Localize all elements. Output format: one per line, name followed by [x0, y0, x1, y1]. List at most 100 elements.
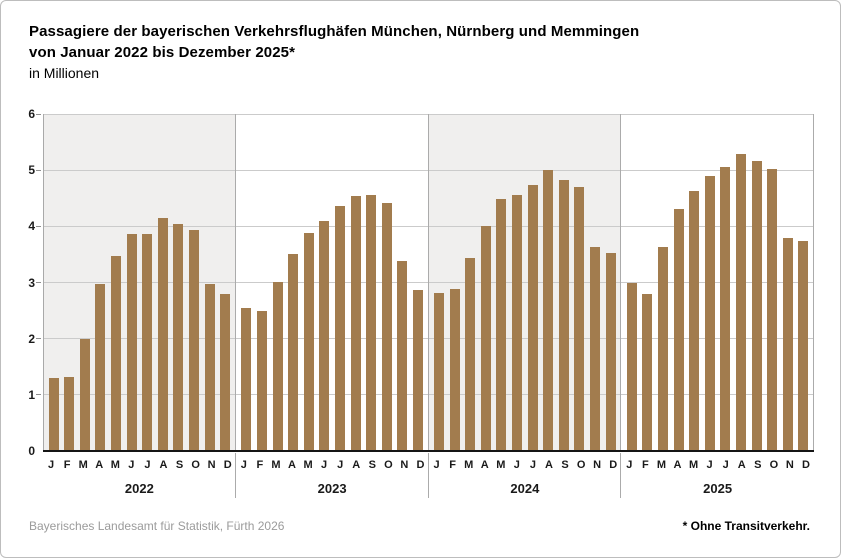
chart-title: Passagiere der bayerischen Verkehrsflugh… — [29, 21, 639, 63]
y-tick-label-2: 2 — [28, 331, 35, 346]
year-label-2025: 2025 — [703, 481, 733, 496]
panel-separator-2 — [428, 114, 429, 451]
bar-2024-A8 — [543, 170, 554, 451]
panel-separator-below-1 — [235, 453, 236, 498]
bar-2024-A4 — [480, 226, 491, 451]
y-tick-label-6: 6 — [28, 107, 35, 121]
month-label-2022-8: A — [159, 459, 168, 471]
bar-group-2025 — [621, 114, 814, 451]
month-label-2023-10: O — [384, 459, 393, 471]
month-label-2025-7: J — [722, 459, 729, 471]
month-label-2023-2: F — [256, 459, 264, 471]
month-label-2022-3: M — [78, 459, 88, 471]
month-label-2022-9: S — [175, 459, 184, 471]
bar-2023-S9 — [366, 195, 377, 451]
y-tick-3 — [36, 282, 41, 283]
month-label-2024-3: M — [464, 459, 474, 471]
month-label-2023-4: A — [287, 459, 296, 471]
bar-2025-J6 — [704, 176, 715, 451]
month-label-2025-5: M — [688, 459, 699, 471]
month-label-2025-4: A — [673, 459, 682, 471]
y-tick-label-0: 0 — [28, 444, 35, 458]
bar-2022-M5 — [110, 256, 121, 451]
panel-separator-1 — [235, 114, 236, 451]
month-label-2024-4: A — [480, 459, 489, 471]
month-label-2025-10: O — [769, 459, 779, 471]
month-label-2025-9: S — [754, 459, 762, 471]
bar-2024-O10 — [574, 187, 585, 451]
month-label-2025-6: J — [706, 459, 713, 471]
y-tick-2 — [36, 338, 41, 340]
month-label-2022-2: F — [63, 459, 71, 471]
month-label-2024-8: A — [544, 459, 553, 471]
month-label-2022-7: J — [144, 459, 151, 471]
bar-2024-N11 — [590, 247, 601, 451]
year-label-2024: 2024 — [510, 481, 540, 496]
bar-2022-N11 — [204, 284, 215, 451]
month-label-2024-9: S — [561, 459, 569, 471]
bar-2023-A8 — [350, 196, 361, 451]
bar-2024-M5 — [496, 199, 507, 451]
y-axis-line — [43, 114, 44, 451]
bar-2024-M3 — [465, 258, 476, 451]
bar-2025-J1 — [626, 283, 637, 451]
bar-2025-S9 — [751, 161, 762, 451]
month-label-2025-1: J — [626, 459, 633, 471]
bar-group-2022 — [43, 114, 236, 451]
panel-separator-3 — [620, 114, 621, 451]
year-axis: 2022 2023 2024 2025 — [43, 480, 814, 498]
bar-2023-F2 — [256, 311, 267, 451]
month-label-2024-2: F — [449, 459, 456, 471]
bar-2023-M3 — [272, 282, 283, 451]
month-label-2022-11: N — [207, 459, 216, 471]
bar-2022-F2 — [64, 377, 75, 451]
month-label-2024-5: M — [496, 459, 506, 471]
month-label-2024-6: J — [513, 459, 520, 471]
month-label-2022-10: O — [191, 459, 200, 471]
bar-2022-O10 — [188, 230, 199, 451]
y-tick-5 — [36, 169, 41, 171]
chart-title-line1: Passagiere der bayerischen Verkehrsflugh… — [29, 23, 640, 40]
bar-2023-D12 — [412, 290, 423, 451]
bar-2023-N11 — [397, 261, 408, 451]
month-label-2023-5: M — [303, 459, 313, 471]
month-label-2023-9: S — [368, 459, 376, 471]
bar-2024-D12 — [605, 253, 616, 451]
month-label-2022-5: M — [110, 459, 120, 471]
month-label-2024-10: O — [576, 459, 586, 471]
month-label-2025-8: A — [737, 459, 746, 471]
chart-title-line2: von Januar 2022 bis Dezember 2025* — [29, 44, 296, 61]
month-label-2022-6: J — [128, 459, 135, 471]
month-label-2025-12: D — [801, 459, 810, 471]
bar-2023-J6 — [319, 221, 330, 451]
bar-2022-A4 — [95, 284, 106, 451]
month-label-2025-2: F — [641, 459, 649, 471]
panel-separator-4 — [813, 114, 814, 451]
bar-2022-A8 — [157, 218, 168, 451]
month-label-2023-6: J — [321, 459, 328, 471]
month-label-2023-1: J — [240, 459, 247, 471]
bar-2022-J6 — [126, 234, 137, 451]
footnote-text: * Ohne Transitverkehr. — [682, 519, 810, 533]
y-tick-label-1: 1 — [28, 387, 35, 402]
month-label-2024-12: D — [609, 459, 618, 471]
month-label-2025-3: M — [656, 459, 666, 471]
bar-2023-J1 — [241, 308, 252, 451]
y-tick-4 — [36, 225, 41, 227]
y-tick-label-3: 3 — [28, 275, 35, 290]
bar-2022-M3 — [79, 339, 90, 451]
month-label-2023-8: A — [352, 459, 361, 471]
bar-2022-D12 — [220, 294, 231, 451]
x-axis-line — [43, 450, 814, 452]
bar-2024-J7 — [527, 185, 538, 451]
bar-2025-A8 — [736, 154, 746, 451]
bar-2025-J7 — [720, 167, 731, 451]
bar-2022-J1 — [48, 378, 59, 451]
month-label-2022-4: A — [95, 459, 104, 471]
bar-group-2023 — [236, 114, 429, 451]
month-label-2024-11: N — [593, 459, 602, 471]
bar-2024-S9 — [558, 180, 569, 451]
